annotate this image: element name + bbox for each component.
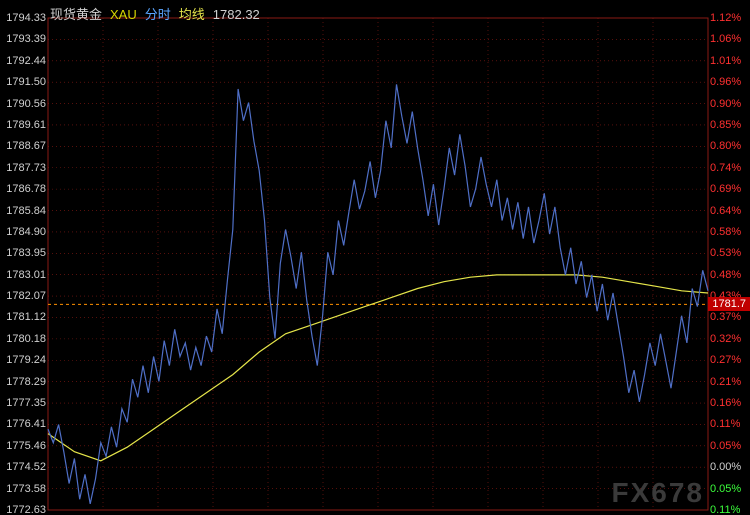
timeframe-label: 分时 bbox=[145, 4, 171, 23]
chart-root: 现货黄金 XAU 分时 均线 1782.32 1794.331793.39179… bbox=[0, 0, 750, 515]
chart-plot[interactable] bbox=[0, 0, 750, 515]
ma-label: 均线 bbox=[179, 4, 205, 23]
symbol-label: XAU bbox=[110, 7, 137, 22]
chart-header: 现货黄金 XAU 分时 均线 1782.32 bbox=[50, 4, 260, 23]
last-price: 1782.32 bbox=[213, 7, 260, 22]
instrument-label: 现货黄金 bbox=[50, 4, 102, 23]
current-price-tag: 1781.7 bbox=[708, 297, 750, 311]
watermark: FX678 bbox=[612, 477, 705, 509]
current-price-value: 1781.7 bbox=[712, 298, 746, 310]
